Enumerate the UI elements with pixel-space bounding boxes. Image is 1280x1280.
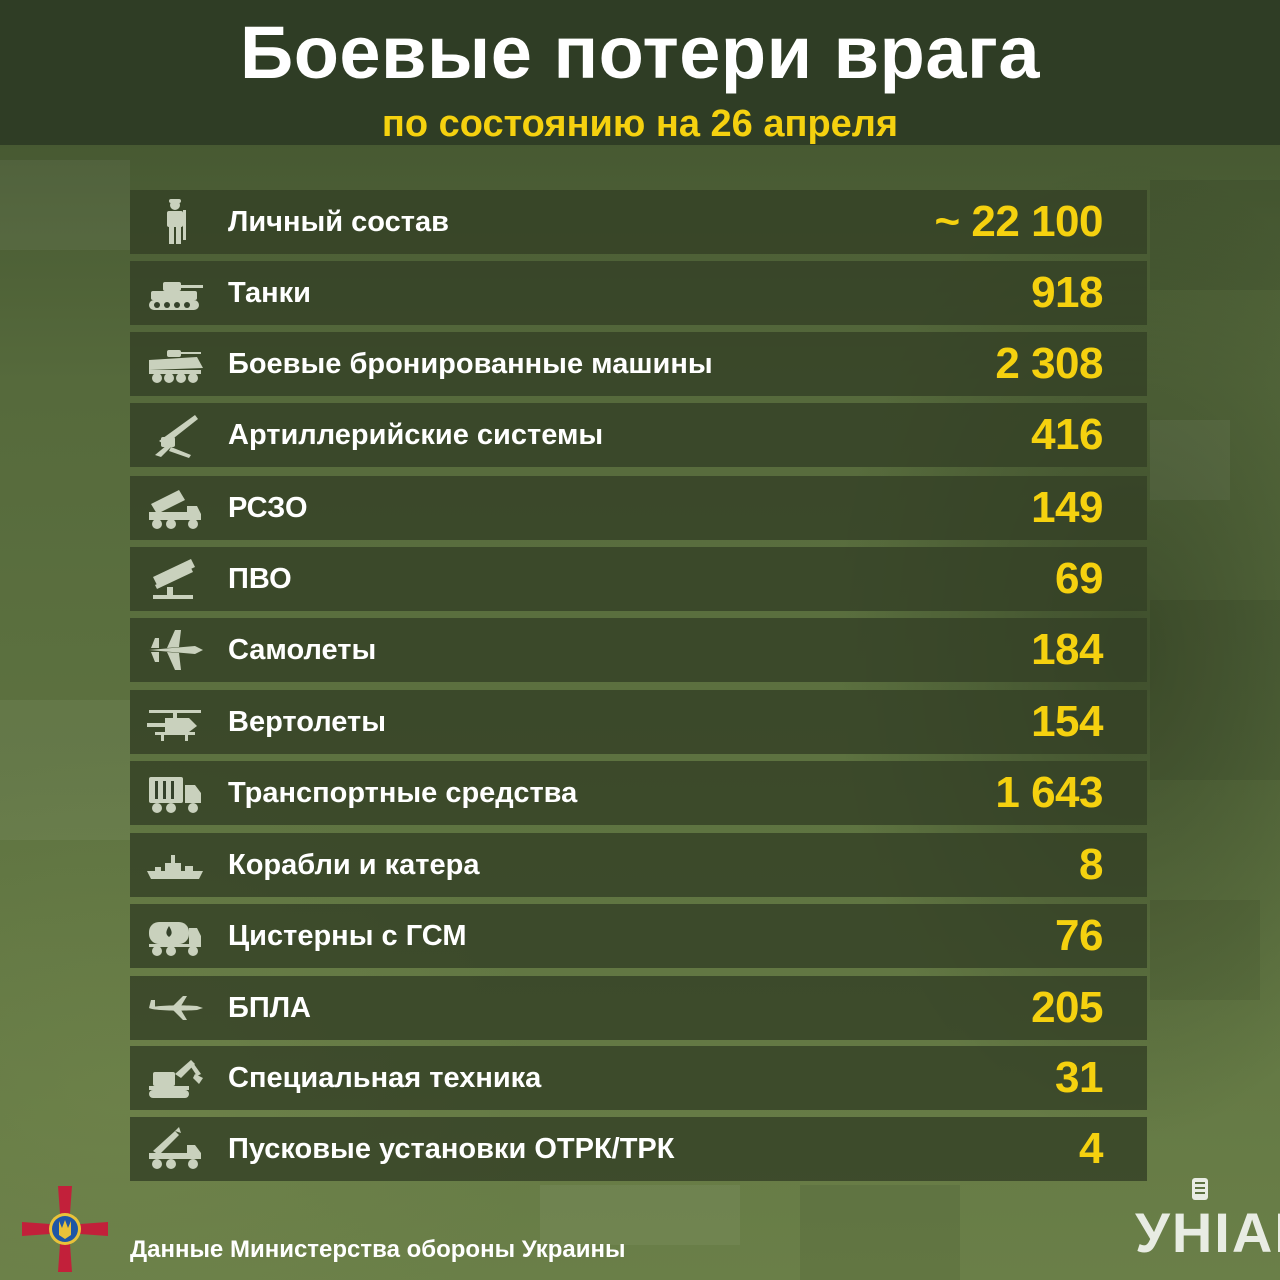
- bg-pixel: [0, 160, 130, 250]
- row-value: 1 643: [995, 768, 1103, 817]
- source-caption: Данные Министерства обороны Украины: [130, 1236, 626, 1263]
- row-value: 8: [1079, 840, 1103, 889]
- artillery-icon: [144, 410, 206, 460]
- row-label: Самолеты: [228, 634, 377, 666]
- page-title: Боевые потери врага: [240, 11, 1040, 94]
- table-row: Артиллерийские системы 416: [130, 403, 1147, 467]
- row-label: БПЛА: [228, 992, 311, 1024]
- table-row: РСЗО 149: [130, 476, 1147, 540]
- row-label: Вертолеты: [228, 706, 386, 738]
- row-value: 4: [1079, 1124, 1103, 1173]
- ship-icon: [144, 840, 206, 890]
- table-row: Вертолеты 154: [130, 690, 1147, 754]
- table-row: БПЛА 205: [130, 976, 1147, 1040]
- table-row: Личный состав ~ 22 100: [130, 190, 1147, 254]
- row-value: 76: [1055, 911, 1103, 960]
- bg-pixel: [1150, 180, 1280, 290]
- row-label: Корабли и катера: [228, 849, 480, 881]
- table-row: Транспортные средства 1 643: [130, 761, 1147, 825]
- table-row: Цистерны с ГСМ 76: [130, 904, 1147, 968]
- missile-launcher-icon: [144, 1124, 206, 1174]
- fuel-tank-icon: [144, 911, 206, 961]
- tank-icon: [144, 268, 206, 318]
- table-row: Пусковые установки ОТРК/ТРК 4: [130, 1117, 1147, 1181]
- row-value: 184: [1031, 625, 1103, 674]
- table-row: ПВО 69: [130, 547, 1147, 611]
- row-value: 205: [1031, 983, 1103, 1032]
- air-defense-icon: [144, 554, 206, 604]
- jet-icon: [144, 625, 206, 675]
- soldier-icon: [144, 197, 206, 247]
- table-row: Самолеты 184: [130, 618, 1147, 682]
- apc-icon: [144, 339, 206, 389]
- bg-pixel: [540, 1185, 740, 1245]
- row-value: ~ 22 100: [934, 197, 1104, 246]
- row-label: Специальная техника: [228, 1062, 542, 1094]
- helicopter-icon: [144, 697, 206, 747]
- table-row: Корабли и катера 8: [130, 833, 1147, 897]
- row-label: Цистерны с ГСМ: [228, 920, 467, 952]
- bg-pixel: [1150, 600, 1280, 780]
- row-label: Артиллерийские системы: [228, 419, 604, 451]
- mlrs-icon: [144, 483, 206, 533]
- table-row: Боевые бронированные машины 2 308: [130, 332, 1147, 396]
- row-value: 2 308: [995, 339, 1103, 388]
- row-label: Боевые бронированные машины: [228, 348, 713, 380]
- row-value: 149: [1031, 483, 1103, 532]
- row-value: 416: [1031, 410, 1103, 459]
- drone-icon: [144, 983, 206, 1033]
- truck-icon: [144, 768, 206, 818]
- page-subtitle: по состоянию на 26 апреля: [381, 103, 899, 145]
- table-row: Танки 918: [130, 261, 1147, 325]
- row-value: 918: [1031, 268, 1103, 317]
- unian-logo-text: УНІАН: [1135, 1201, 1280, 1264]
- bg-pixel: [1150, 900, 1260, 1000]
- row-label: Танки: [228, 277, 311, 309]
- unian-logo: УНІАН: [1135, 1170, 1280, 1270]
- row-label: Транспортные средства: [228, 777, 578, 809]
- bg-pixel: [1150, 420, 1230, 500]
- row-label: Личный состав: [228, 206, 449, 238]
- excavator-icon: [144, 1053, 206, 1103]
- row-value: 154: [1031, 697, 1103, 746]
- row-label: ПВО: [228, 563, 292, 595]
- row-value: 69: [1055, 554, 1103, 603]
- row-label: РСЗО: [228, 492, 308, 524]
- unian-logo-mark-icon: [1192, 1178, 1208, 1200]
- row-value: 31: [1055, 1053, 1103, 1102]
- row-label: Пусковые установки ОТРК/ТРК: [228, 1133, 675, 1165]
- bg-pixel: [800, 1185, 960, 1280]
- table-row: Специальная техника 31: [130, 1046, 1147, 1110]
- header-banner: Боевые потери врага по состоянию на 26 а…: [0, 0, 1280, 145]
- bg-pixel: [0, 700, 130, 840]
- ministry-of-defense-emblem-icon: [20, 1184, 110, 1274]
